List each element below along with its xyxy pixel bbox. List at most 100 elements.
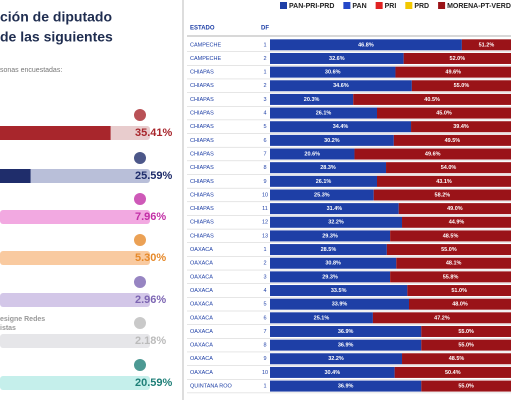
district: 7 <box>263 329 266 335</box>
value-label: 20.6% <box>304 151 320 157</box>
value-label: 48.5% <box>449 356 465 362</box>
subtitle: sonas encuestadas: <box>0 67 62 74</box>
state: CHIAPAS <box>190 111 214 117</box>
value-label: 28.5% <box>321 247 337 253</box>
value-label: 30.6% <box>325 70 341 76</box>
value-label: 36.9% <box>338 384 354 390</box>
district: 1 <box>263 70 266 76</box>
value-label: 49.6% <box>445 70 461 76</box>
value-label: 40.5% <box>424 97 440 103</box>
district: 3 <box>263 274 266 280</box>
district: 6 <box>263 315 266 321</box>
bar-segment <box>411 121 511 133</box>
state: CHIAPAS <box>190 165 214 171</box>
value-label: 29.3% <box>322 233 338 239</box>
note: istas <box>0 325 16 332</box>
value-label: 48.0% <box>452 302 468 308</box>
value-label: 47.2% <box>434 315 450 321</box>
state: CAMPECHE <box>190 42 222 48</box>
value-label: 49.5% <box>445 138 461 144</box>
bar-segment <box>270 325 422 337</box>
value-label: 33.9% <box>332 302 348 308</box>
bar-segment <box>390 230 511 242</box>
state: OAXACA <box>190 315 213 321</box>
bar-track <box>0 210 150 224</box>
value-label: 36.9% <box>338 343 354 349</box>
value-label: 48.1% <box>446 261 462 267</box>
state: CHIAPAS <box>190 83 214 89</box>
bar-track <box>0 334 150 348</box>
value-label: 48.5% <box>443 233 459 239</box>
bar-segment <box>270 66 396 78</box>
district: 3 <box>263 97 266 103</box>
district: 5 <box>263 124 266 130</box>
state: CHIAPAS <box>190 70 214 76</box>
value-label: 28.3% <box>320 165 336 171</box>
bar-segment <box>390 271 511 283</box>
value-label: 33.5% <box>331 288 347 294</box>
bar-segment <box>270 175 378 187</box>
district: 1 <box>263 42 266 48</box>
value-label: 49.0% <box>447 206 463 212</box>
value-label: 32.2% <box>328 220 344 226</box>
bar-segment <box>372 312 511 324</box>
value-label: 30.8% <box>325 261 341 267</box>
state: CHIAPAS <box>190 233 214 239</box>
divider <box>182 0 184 400</box>
value-label: 20.59% <box>135 377 173 389</box>
value-label: 55.0% <box>441 247 457 253</box>
bar-segment <box>393 134 511 146</box>
district: 8 <box>263 165 266 171</box>
bar-segment <box>270 39 462 51</box>
party-logo <box>134 234 146 246</box>
bar-segment <box>377 175 511 187</box>
bar-segment <box>270 52 404 64</box>
column-header: DF <box>261 26 269 32</box>
bar <box>0 126 111 140</box>
bar-segment <box>270 244 387 256</box>
district: 4 <box>263 111 266 117</box>
bar-segment <box>270 285 408 297</box>
value-label: 34.6% <box>333 83 349 89</box>
district: 1 <box>263 384 266 390</box>
value-label: 50.4% <box>445 370 461 376</box>
state: OAXACA <box>190 356 213 362</box>
party-logo <box>134 317 146 329</box>
bar-segment <box>398 203 511 215</box>
state: CHIAPAS <box>190 220 214 226</box>
district: 9 <box>263 356 266 362</box>
value-label: 30.2% <box>324 138 340 144</box>
bar-segment <box>353 93 511 105</box>
district: 10 <box>262 192 268 198</box>
value-label: 52.0% <box>450 56 466 62</box>
bar-segment <box>354 148 511 160</box>
party-logo <box>134 152 146 164</box>
state: OAXACA <box>190 288 213 294</box>
value-label: 20.3% <box>304 97 320 103</box>
bar-segment <box>270 107 378 119</box>
bar-segment <box>403 52 511 64</box>
state: CHIAPAS <box>190 192 214 198</box>
bar-segment <box>421 380 511 392</box>
bar-segment <box>421 325 511 337</box>
bar-segment <box>386 244 511 256</box>
bar-track <box>0 251 150 265</box>
party-logo <box>134 276 146 288</box>
bar-track <box>0 293 150 307</box>
bar-segment <box>270 257 397 269</box>
legend-swatch <box>343 2 351 9</box>
bar-segment <box>270 230 391 242</box>
bar-segment <box>411 80 511 92</box>
value-label: 55.8% <box>443 274 459 280</box>
value-label: 46.8% <box>358 42 374 48</box>
value-label: 55.0% <box>458 384 474 390</box>
value-label: 25.1% <box>314 315 330 321</box>
bar-segment <box>270 216 403 228</box>
bar-segment <box>270 298 409 310</box>
state: QUINTANA ROO <box>190 384 232 390</box>
value-label: 31.4% <box>327 206 343 212</box>
value-label: 51.0% <box>451 288 467 294</box>
column-header: ESTADO <box>190 26 215 32</box>
state: OAXACA <box>190 261 213 267</box>
value-label: 49.6% <box>425 151 441 157</box>
